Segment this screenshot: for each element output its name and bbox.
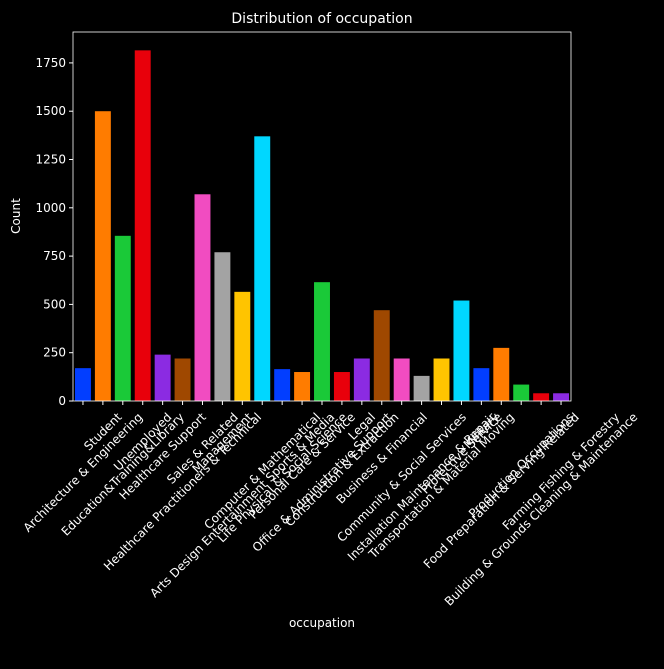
bar xyxy=(314,282,330,401)
y-tick-label: 500 xyxy=(43,297,66,311)
bar xyxy=(214,252,231,401)
y-tick-label: 1250 xyxy=(35,153,66,167)
y-tick-label: 1000 xyxy=(35,201,66,215)
y-tick-label: 250 xyxy=(43,346,66,360)
plot-frame xyxy=(72,31,572,402)
bar xyxy=(353,358,370,401)
bar xyxy=(373,310,390,401)
bar xyxy=(513,384,530,401)
bar xyxy=(393,358,410,401)
bar xyxy=(94,111,111,402)
bar xyxy=(473,368,490,401)
bar xyxy=(533,393,550,401)
y-tick-label: 1500 xyxy=(35,104,66,118)
bar xyxy=(433,358,450,401)
bar xyxy=(493,347,510,401)
bar xyxy=(154,354,171,401)
bar xyxy=(194,194,211,401)
y-tick-label: 1750 xyxy=(35,56,66,70)
bar xyxy=(134,50,151,402)
chart-title: Distribution of occupation xyxy=(231,11,412,27)
bar xyxy=(174,358,191,401)
x-axis-label: occupation xyxy=(289,616,355,630)
bar xyxy=(453,300,470,401)
y-tick-label: 750 xyxy=(43,249,66,263)
bar xyxy=(413,375,430,401)
bar xyxy=(553,393,570,401)
bar xyxy=(274,369,291,401)
bar xyxy=(74,368,91,401)
bar xyxy=(114,235,131,401)
bar xyxy=(234,291,251,401)
y-tick-label: 0 xyxy=(58,394,66,408)
y-axis-label: Count xyxy=(9,198,23,234)
bar xyxy=(294,372,311,401)
bar xyxy=(333,372,350,401)
bar xyxy=(254,136,271,402)
